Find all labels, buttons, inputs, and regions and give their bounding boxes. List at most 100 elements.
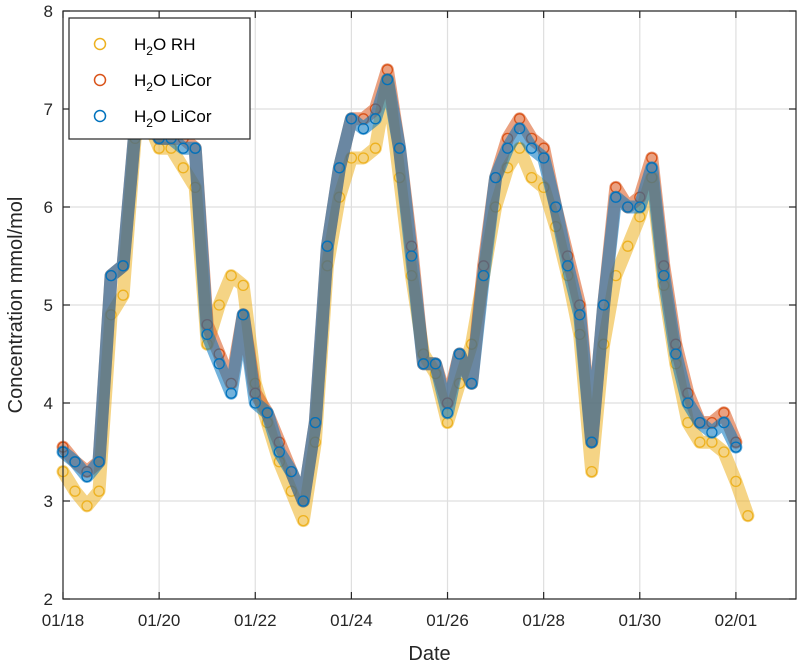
data-point — [646, 162, 658, 174]
data-point — [622, 240, 634, 252]
data-point — [285, 465, 297, 478]
data-point — [81, 470, 93, 483]
data-point — [117, 260, 129, 272]
legend: H2O RH H2O LiCor H2O LiCor — [68, 17, 251, 140]
data-point — [477, 269, 490, 282]
x-tick-label: 01/18 — [42, 611, 85, 630]
series-layer — [56, 63, 755, 528]
data-point — [381, 73, 394, 86]
data-point — [610, 191, 622, 203]
data-point — [562, 260, 574, 272]
data-point — [69, 456, 81, 468]
legend-entry-label: H2O RH — [134, 35, 195, 58]
data-point — [682, 397, 694, 409]
series-3 — [56, 73, 743, 508]
data-point — [694, 416, 706, 429]
data-point — [465, 377, 478, 390]
data-point — [429, 358, 442, 370]
legend-marker — [93, 73, 107, 87]
data-point — [453, 348, 466, 360]
data-point — [345, 113, 358, 125]
data-point — [622, 201, 634, 213]
x-axis-label: Date — [408, 643, 450, 663]
data-point — [81, 500, 93, 512]
data-point — [237, 309, 249, 321]
data-point — [574, 309, 586, 321]
data-point — [730, 441, 742, 453]
data-point — [706, 426, 718, 439]
x-tick-label: 01/20 — [138, 611, 181, 630]
data-point — [69, 485, 81, 497]
y-tick-label: 5 — [44, 296, 53, 315]
data-point — [742, 510, 754, 522]
y-tick-label: 7 — [44, 100, 53, 119]
data-point — [225, 269, 237, 282]
data-point — [117, 289, 129, 301]
data-point — [501, 142, 514, 154]
legend-entry-label: H2O LiCor — [134, 107, 212, 130]
data-point — [261, 407, 273, 419]
x-tick-label: 01/28 — [522, 611, 565, 630]
data-point — [694, 436, 706, 448]
data-point — [525, 171, 538, 184]
data-point — [670, 348, 682, 360]
data-point — [93, 485, 105, 497]
y-tick-label: 3 — [44, 492, 53, 511]
y-tick-label: 2 — [44, 590, 53, 609]
ticks — [62, 10, 796, 600]
data-point — [598, 299, 610, 311]
data-point — [177, 162, 189, 174]
x-tick-label: 01/22 — [234, 611, 277, 630]
data-point — [550, 201, 562, 213]
x-tick-label: 01/30 — [619, 611, 662, 630]
data-point — [718, 446, 730, 458]
data-point — [393, 142, 406, 154]
data-point — [213, 299, 225, 311]
data-point — [538, 152, 550, 164]
data-point — [489, 171, 502, 184]
data-point — [225, 387, 237, 399]
data-point — [730, 475, 742, 488]
data-point — [333, 162, 346, 174]
data-point — [273, 446, 285, 458]
legend-marker — [93, 37, 107, 51]
y-tick-label: 8 — [44, 2, 53, 21]
data-point — [309, 416, 321, 429]
data-point — [357, 152, 370, 164]
tick-labels: 01/18 01/20 01/22 01/24 01/26 01/28 01/30 02/01… — [42, 2, 757, 630]
data-point — [201, 328, 213, 341]
data-point — [189, 142, 201, 154]
data-point — [718, 416, 730, 429]
data-point — [441, 407, 454, 419]
data-point — [105, 269, 117, 282]
data-point — [249, 397, 261, 409]
legend-marker — [93, 109, 107, 123]
data-point — [369, 142, 382, 154]
data-point — [634, 201, 646, 213]
data-point — [237, 279, 249, 292]
data-point — [586, 436, 598, 448]
data-point — [93, 456, 105, 468]
data-point — [297, 514, 309, 527]
data-point — [405, 250, 418, 262]
data-point — [586, 465, 598, 478]
data-point — [357, 122, 370, 135]
x-tick-label: 01/24 — [330, 611, 373, 630]
data-point — [177, 142, 189, 154]
data-point — [369, 113, 382, 125]
x-tick-label: 02/01 — [715, 611, 758, 630]
data-point — [417, 358, 430, 370]
legend-entry-label: H2O LiCor — [134, 71, 212, 94]
y-axis-label: Concentration mmol/mol — [5, 197, 27, 414]
y-tick-label: 6 — [44, 198, 53, 217]
x-tick-label: 01/26 — [426, 611, 469, 630]
data-point — [213, 358, 225, 370]
data-point — [658, 269, 670, 282]
data-point — [321, 240, 334, 252]
legend-box — [68, 17, 251, 140]
data-point — [513, 122, 526, 135]
y-tick-label: 4 — [44, 394, 53, 413]
data-point — [525, 142, 538, 154]
data-point — [297, 495, 309, 507]
